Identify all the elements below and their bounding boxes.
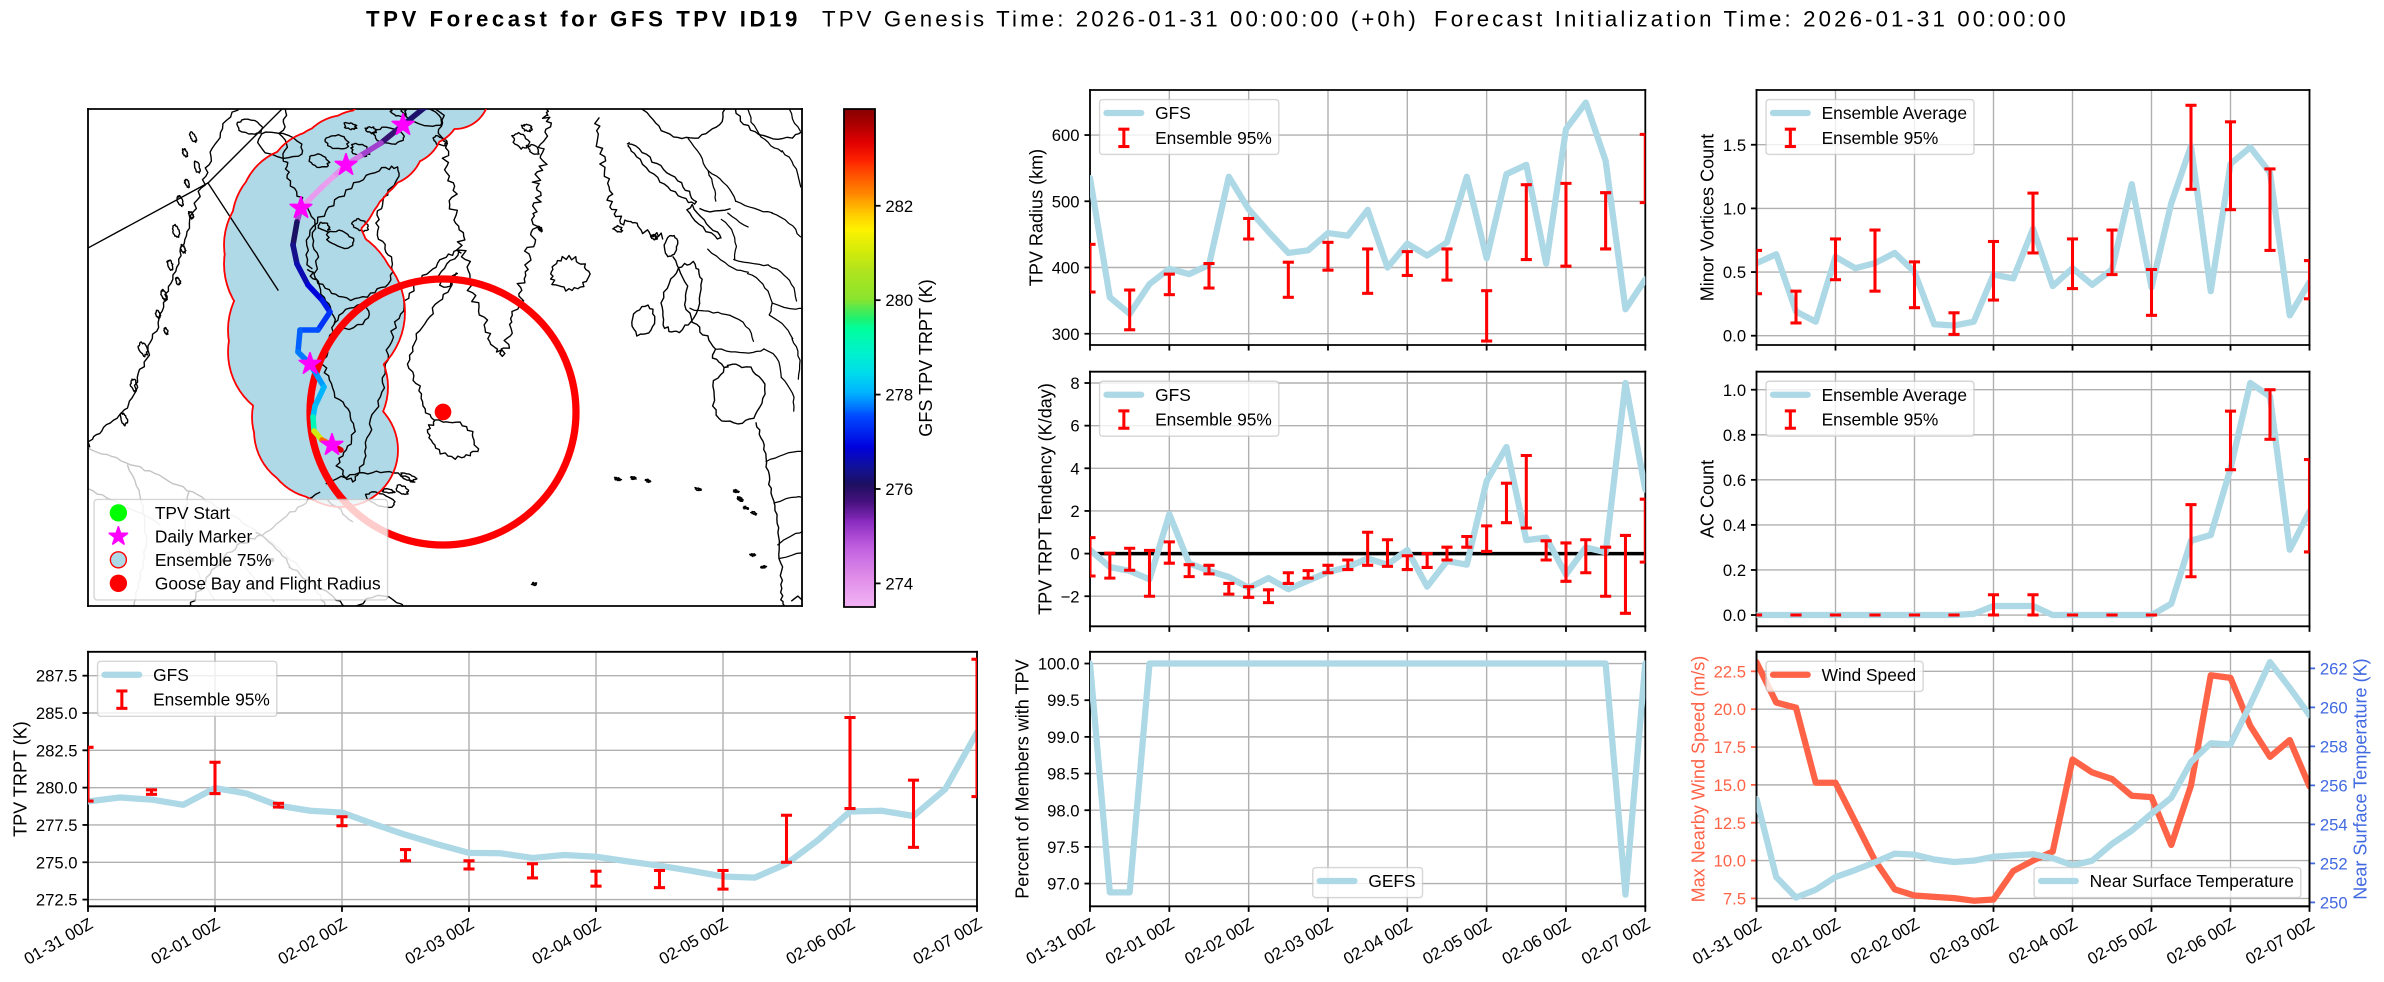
svg-text:282: 282 [885,197,913,216]
svg-text:280.0: 280.0 [36,779,78,798]
svg-text:Forecast Initialization Time:: Forecast Initialization Time: 2026-01-31… [1434,7,2069,32]
svg-text:272.5: 272.5 [36,891,78,910]
svg-text:0.5: 0.5 [1723,263,1746,282]
svg-text:TPV Forecast for GFS TPV ID19: TPV Forecast for GFS TPV ID19 [366,7,801,32]
svg-text:GFS: GFS [1155,103,1191,123]
svg-text:Near Surface Temperature (K): Near Surface Temperature (K) [2350,658,2370,899]
svg-text:99.5: 99.5 [1047,691,1079,710]
svg-text:0.2: 0.2 [1723,561,1746,580]
svg-text:Minor Vortices Count: Minor Vortices Count [1698,134,1718,302]
svg-text:Goose Bay and Flight Radius: Goose Bay and Flight Radius [155,573,381,593]
svg-text:7.5: 7.5 [1723,889,1746,908]
svg-text:0.6: 0.6 [1723,471,1746,490]
svg-text:Daily Marker: Daily Marker [155,526,253,546]
svg-text:TPV Start: TPV Start [155,503,230,523]
svg-text:277.5: 277.5 [36,816,78,835]
svg-text:250: 250 [2320,893,2348,912]
svg-text:0.0: 0.0 [1723,606,1746,625]
svg-text:1.0: 1.0 [1723,381,1746,400]
svg-text:Ensemble Average: Ensemble Average [1822,103,1967,123]
svg-text:GEFS: GEFS [1368,871,1415,891]
svg-text:15.0: 15.0 [1714,776,1746,795]
svg-text:300: 300 [1052,325,1080,344]
svg-text:−2: −2 [1061,587,1080,606]
svg-text:500: 500 [1052,192,1080,211]
svg-text:Ensemble 95%: Ensemble 95% [1822,128,1939,148]
svg-text:12.5: 12.5 [1714,814,1746,833]
svg-text:254: 254 [2320,815,2348,834]
svg-text:1.0: 1.0 [1723,199,1746,218]
svg-text:AC Count: AC Count [1698,460,1718,538]
svg-text:98.5: 98.5 [1047,765,1079,784]
svg-text:97.0: 97.0 [1047,875,1079,894]
svg-text:278: 278 [885,386,913,405]
svg-text:275.0: 275.0 [36,853,78,872]
svg-text:282.5: 282.5 [36,741,78,760]
svg-text:600: 600 [1052,126,1080,145]
svg-text:TPV Radius (km): TPV Radius (km) [1026,149,1046,286]
svg-text:260: 260 [2320,698,2348,717]
svg-text:262: 262 [2320,659,2348,678]
svg-text:4: 4 [1070,459,1079,478]
svg-text:274: 274 [885,574,913,593]
svg-text:256: 256 [2320,776,2348,795]
svg-text:GFS: GFS [153,665,189,685]
svg-text:Ensemble Average: Ensemble Average [1822,385,1967,405]
svg-text:99.0: 99.0 [1047,728,1079,747]
svg-text:1.5: 1.5 [1723,136,1746,155]
svg-text:Near Surface Temperature: Near Surface Temperature [2090,871,2294,891]
svg-text:Wind Speed: Wind Speed [1822,665,1917,685]
svg-text:20.0: 20.0 [1714,700,1746,719]
svg-text:0.4: 0.4 [1723,516,1746,535]
svg-text:GFS: GFS [1155,385,1191,405]
svg-text:GFS TPV TRPT (K): GFS TPV TRPT (K) [916,279,936,436]
svg-text:10.0: 10.0 [1714,852,1746,871]
svg-text:TPV Genesis Time: 2026-01-31 0: TPV Genesis Time: 2026-01-31 00:00:00 (+… [822,7,1419,32]
svg-text:Ensemble 75%: Ensemble 75% [155,550,272,570]
svg-text:Ensemble 95%: Ensemble 95% [153,690,270,710]
svg-text:287.5: 287.5 [36,667,78,686]
svg-text:TPV TRPT (K): TPV TRPT (K) [11,721,31,837]
svg-text:Max Nearby Wind Speed (m/s): Max Nearby Wind Speed (m/s) [1688,656,1708,903]
svg-text:22.5: 22.5 [1714,662,1746,681]
svg-text:TPV TRPT Tendency (K/day): TPV TRPT Tendency (K/day) [1035,383,1055,615]
svg-text:Ensemble 95%: Ensemble 95% [1155,128,1272,148]
svg-text:Ensemble 95%: Ensemble 95% [1155,410,1272,430]
svg-text:0.0: 0.0 [1723,327,1746,346]
svg-text:280: 280 [885,291,913,310]
svg-text:400: 400 [1052,259,1080,278]
svg-text:0: 0 [1070,545,1079,564]
svg-text:Ensemble 95%: Ensemble 95% [1822,410,1939,430]
svg-text:252: 252 [2320,854,2348,873]
svg-text:8: 8 [1070,374,1079,393]
svg-text:Percent of Members with TPV: Percent of Members with TPV [1013,659,1033,898]
svg-text:6: 6 [1070,417,1079,436]
svg-text:258: 258 [2320,737,2348,756]
svg-text:285.0: 285.0 [36,704,78,723]
svg-text:0.8: 0.8 [1723,426,1746,445]
svg-text:100.0: 100.0 [1038,655,1080,674]
svg-text:98.0: 98.0 [1047,801,1079,820]
svg-text:276: 276 [885,480,913,499]
svg-text:97.5: 97.5 [1047,838,1079,857]
svg-text:17.5: 17.5 [1714,738,1746,757]
svg-text:2: 2 [1070,502,1079,521]
